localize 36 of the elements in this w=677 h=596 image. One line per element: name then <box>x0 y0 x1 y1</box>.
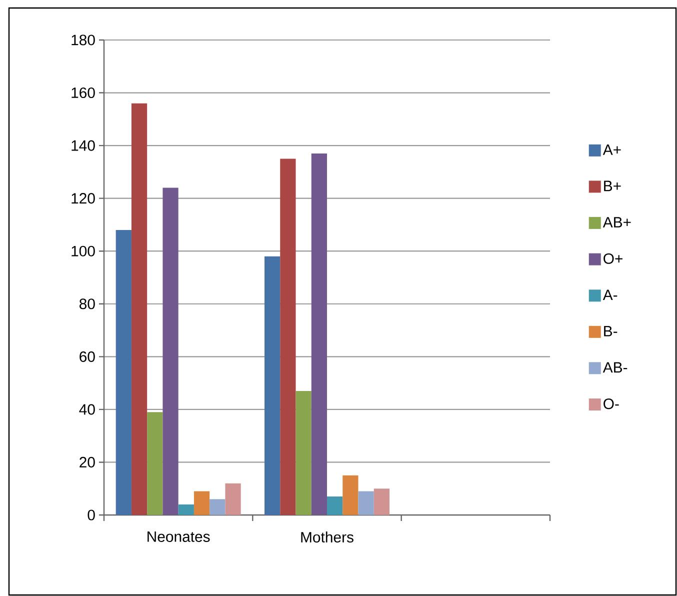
bar <box>342 475 358 515</box>
bar <box>116 230 132 515</box>
y-tick-label: 20 <box>80 456 95 468</box>
legend-label: B- <box>604 326 618 336</box>
x-tick-label: Mothers <box>301 532 354 542</box>
y-tick-label: 180 <box>72 34 95 46</box>
y-tick-label: 60 <box>80 351 95 362</box>
bar <box>225 483 241 515</box>
legend-label: AB- <box>602 362 628 373</box>
bar <box>178 504 194 515</box>
bar <box>162 188 178 515</box>
legend-label: A- <box>602 290 618 300</box>
x-tick-label: Neonates <box>148 532 210 542</box>
legend-label: O+ <box>604 253 622 264</box>
bar <box>374 488 390 515</box>
legend-label: B+ <box>604 180 621 192</box>
bar <box>327 496 343 515</box>
bar <box>296 390 312 515</box>
bar <box>131 103 148 515</box>
y-tick-label: 100 <box>72 246 95 256</box>
y-tick-label: 140 <box>72 140 95 151</box>
bar <box>194 491 210 515</box>
y-tick-label: 120 <box>72 193 95 204</box>
bar <box>280 158 296 515</box>
bar <box>210 499 226 515</box>
y-tick-label: 80 <box>80 298 95 310</box>
y-tick-label: 40 <box>79 404 95 415</box>
y-tick-label: 0 <box>88 510 95 520</box>
legend-label: O- <box>604 398 619 410</box>
bar <box>147 412 163 515</box>
bar <box>358 491 374 515</box>
bar <box>264 256 280 515</box>
legend-label: AB+ <box>602 217 631 228</box>
y-tick-label: 160 <box>72 87 95 98</box>
legend-label: A+ <box>602 144 621 155</box>
bar <box>311 153 328 515</box>
